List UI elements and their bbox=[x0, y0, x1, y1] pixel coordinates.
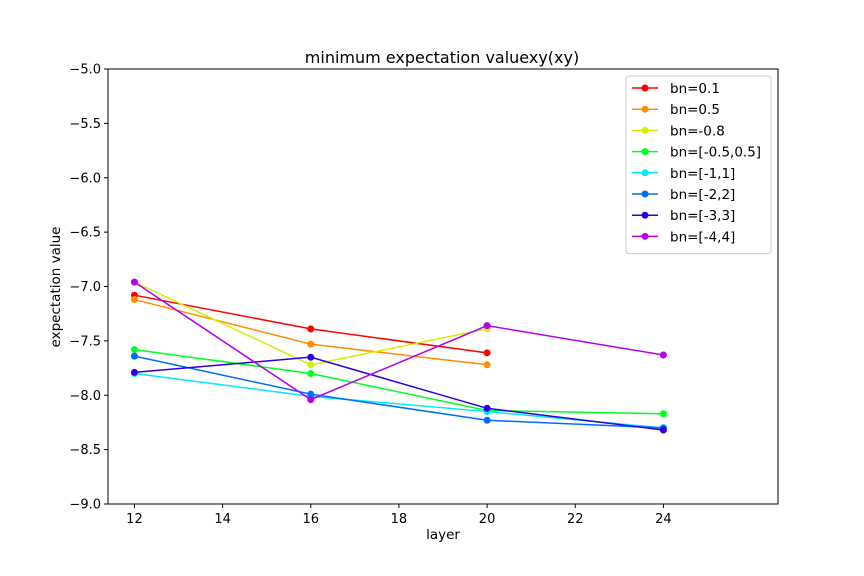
data-point bbox=[307, 353, 315, 361]
y-tick-label: −5.5 bbox=[69, 117, 101, 132]
data-point bbox=[659, 426, 667, 434]
data-point bbox=[307, 361, 315, 369]
data-point bbox=[659, 410, 667, 418]
y-tick-label: −7.0 bbox=[69, 280, 101, 295]
legend-marker bbox=[641, 105, 649, 113]
x-tick-label: 14 bbox=[214, 512, 231, 527]
chart-title: minimum expectation valuexy(xy) bbox=[305, 48, 579, 67]
series-line bbox=[134, 356, 664, 431]
data-point bbox=[659, 351, 667, 359]
x-tick-label: 24 bbox=[655, 512, 672, 527]
legend-marker bbox=[641, 169, 649, 177]
y-tick-label: −6.5 bbox=[69, 226, 101, 241]
data-point bbox=[130, 368, 138, 376]
legend-box bbox=[625, 75, 772, 255]
legend-label: bn=0.1 bbox=[670, 81, 720, 97]
legend-label: bn=[-4,4] bbox=[670, 229, 735, 245]
legend-marker bbox=[641, 126, 649, 134]
x-tick-label: 20 bbox=[479, 512, 496, 527]
data-point bbox=[130, 278, 138, 286]
axes-frame bbox=[107, 68, 779, 505]
data-point bbox=[130, 352, 138, 360]
data-point bbox=[483, 416, 491, 424]
x-tick-label: 22 bbox=[567, 512, 584, 527]
x-tick-label: 16 bbox=[302, 512, 319, 527]
y-tick-label: −7.5 bbox=[69, 334, 101, 349]
data-point bbox=[307, 370, 315, 377]
y-tick-label: −8.0 bbox=[69, 389, 101, 404]
y-tick-label: −5.0 bbox=[69, 63, 101, 78]
axis-ticks: 12 14 16 18 20 22 24 −9.0 −8.5 −8.0 −7.5 −7.0 −6.5 −6… bbox=[69, 63, 671, 528]
legend-label: bn=-0.8 bbox=[670, 123, 725, 139]
data-point bbox=[483, 361, 491, 369]
data-point bbox=[307, 396, 315, 404]
data-point bbox=[483, 322, 491, 330]
y-axis-label: expectation value bbox=[48, 227, 64, 348]
y-tick-label: −6.0 bbox=[69, 171, 101, 186]
x-axis-label: layer bbox=[426, 527, 460, 543]
series-lines bbox=[130, 278, 667, 434]
data-point bbox=[307, 390, 315, 398]
data-point bbox=[307, 325, 315, 333]
x-tick-label: 18 bbox=[391, 512, 408, 527]
legend-label: bn=0.5 bbox=[670, 102, 720, 118]
data-point bbox=[130, 296, 138, 304]
data-point bbox=[483, 404, 491, 412]
legend-label: bn=[-1,1] bbox=[670, 166, 735, 182]
legend-marker bbox=[641, 232, 649, 240]
legend: bn=0.1 bn=0.5 bn=-0.8 bn=[-0.5,0.5] bn=[-1,1… bbox=[625, 75, 772, 255]
legend-label: bn=[-2,2] bbox=[670, 187, 735, 203]
y-tick-label: −9.0 bbox=[69, 498, 101, 513]
x-tick-label: 12 bbox=[126, 512, 143, 527]
series-line bbox=[134, 348, 664, 415]
legend-marker bbox=[641, 148, 649, 156]
legend-marker bbox=[641, 84, 649, 92]
legend-marker bbox=[641, 190, 649, 198]
legend-label: bn=[-0.5,0.5] bbox=[670, 145, 761, 161]
data-point bbox=[307, 340, 315, 348]
series-line bbox=[134, 281, 664, 401]
data-point bbox=[130, 346, 138, 354]
data-point bbox=[483, 349, 491, 357]
legend-marker bbox=[641, 211, 649, 219]
y-tick-label: −8.5 bbox=[69, 443, 101, 458]
series-line bbox=[134, 355, 664, 429]
legend-label: bn=[-3,3] bbox=[670, 208, 735, 224]
